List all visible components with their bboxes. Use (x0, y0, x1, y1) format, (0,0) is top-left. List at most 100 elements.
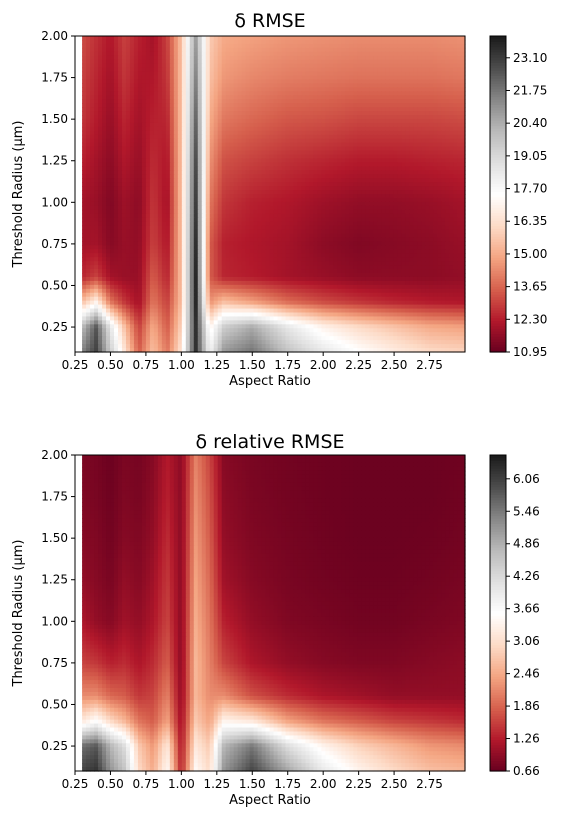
heatmap-cell (377, 99, 382, 104)
heatmap-cell (321, 115, 326, 120)
heatmap-cell (401, 122, 406, 128)
heatmap-cell (273, 79, 279, 84)
heatmap-cell (261, 39, 267, 45)
heatmap-cell (82, 79, 87, 84)
heatmap-cell (249, 162, 255, 167)
heatmap-cell (129, 225, 135, 231)
heatmap-cell (161, 170, 167, 175)
heatmap-cell (449, 43, 454, 49)
heatmap-cell (225, 158, 231, 163)
heatmap-cell (369, 134, 374, 140)
heatmap-cell (361, 59, 366, 65)
heatmap-cell (221, 122, 227, 128)
heatmap-cell (114, 87, 119, 92)
heatmap-cell (305, 47, 311, 53)
heatmap-cell (297, 75, 303, 81)
heatmap-cell (253, 83, 259, 88)
heatmap-cell (357, 201, 362, 207)
heatmap-cell (289, 221, 295, 227)
heatmap-cell (417, 99, 422, 104)
heatmap-cell (397, 166, 402, 171)
heatmap-cell (90, 130, 95, 136)
heatmap-cell (449, 67, 454, 73)
heatmap-cell (177, 186, 183, 191)
heatmap-cell (381, 178, 386, 183)
heatmap-cell (90, 59, 95, 65)
heatmap-cell (409, 194, 414, 199)
heatmap-cell (145, 87, 151, 92)
heatmap-cell (221, 158, 227, 163)
heatmap-cell (369, 59, 374, 65)
heatmap-cell (365, 87, 370, 92)
heatmap-cell (102, 174, 107, 179)
heatmap-cell (249, 107, 255, 112)
heatmap-cell (217, 122, 223, 128)
heatmap-cell (257, 39, 263, 45)
heatmap-cell (401, 225, 406, 231)
heatmap-cell (409, 55, 414, 61)
heatmap-cell (173, 194, 179, 199)
heatmap-cell (94, 162, 99, 167)
heatmap-cell (90, 209, 95, 215)
heatmap-cell (461, 79, 466, 84)
heatmap-cell (241, 107, 247, 112)
heatmap-cell (445, 217, 450, 223)
heatmap-cell (425, 221, 430, 227)
heatmap-cell (321, 118, 326, 124)
heatmap-cell (106, 43, 111, 49)
heatmap-cell (225, 205, 231, 211)
heatmap-cell (193, 122, 199, 128)
heatmap-cell (201, 229, 207, 235)
heatmap-cell (225, 209, 231, 215)
heatmap-cell (389, 39, 394, 45)
heatmap-cell (305, 75, 311, 81)
heatmap-cell (449, 205, 454, 211)
heatmap-cell (413, 126, 418, 132)
heatmap-cell (189, 47, 195, 53)
heatmap-cell (329, 162, 334, 167)
heatmap-cell (157, 134, 163, 140)
heatmap-cell (333, 150, 338, 156)
heatmap-cell (173, 225, 179, 231)
heatmap-cell (281, 194, 287, 199)
heatmap-cell (389, 71, 394, 77)
heatmap-cell (245, 146, 251, 152)
heatmap-cell (301, 186, 307, 191)
heatmap-cell (125, 118, 131, 124)
heatmap-cell (121, 150, 127, 156)
heatmap-cell (221, 138, 227, 144)
heatmap-cell (129, 87, 135, 92)
heatmap-cell (405, 87, 410, 92)
heatmap-cell (86, 47, 91, 53)
heatmap-cell (385, 217, 390, 223)
heatmap-cell (413, 51, 418, 57)
heatmap-cell (265, 201, 271, 207)
heatmap-cell (421, 186, 426, 191)
heatmap-cell (385, 99, 390, 104)
heatmap-cell (329, 217, 334, 223)
heatmap-cell (173, 59, 179, 65)
heatmap-cell (281, 67, 287, 73)
heatmap-cell (205, 67, 211, 73)
heatmap-cell (381, 217, 386, 223)
heatmap-cell (110, 209, 115, 215)
heatmap-cell (325, 201, 330, 207)
heatmap-cell (153, 146, 159, 152)
heatmap-cell (125, 111, 131, 116)
heatmap-cell (90, 217, 95, 223)
heatmap-cell (141, 36, 147, 41)
heatmap-cell (421, 134, 426, 140)
heatmap-cell (313, 59, 319, 65)
heatmap-cell (149, 146, 155, 152)
heatmap-cell (197, 190, 203, 195)
heatmap-cell (305, 190, 311, 195)
heatmap-cell (361, 170, 366, 175)
heatmap-cell (373, 138, 378, 144)
heatmap-cell (106, 154, 111, 160)
heatmap-cell (417, 186, 422, 191)
heatmap-cell (293, 142, 299, 148)
heatmap-cell (325, 154, 330, 160)
heatmap-cell (209, 209, 215, 215)
heatmap-cell (265, 158, 271, 163)
heatmap-cell (133, 63, 139, 69)
